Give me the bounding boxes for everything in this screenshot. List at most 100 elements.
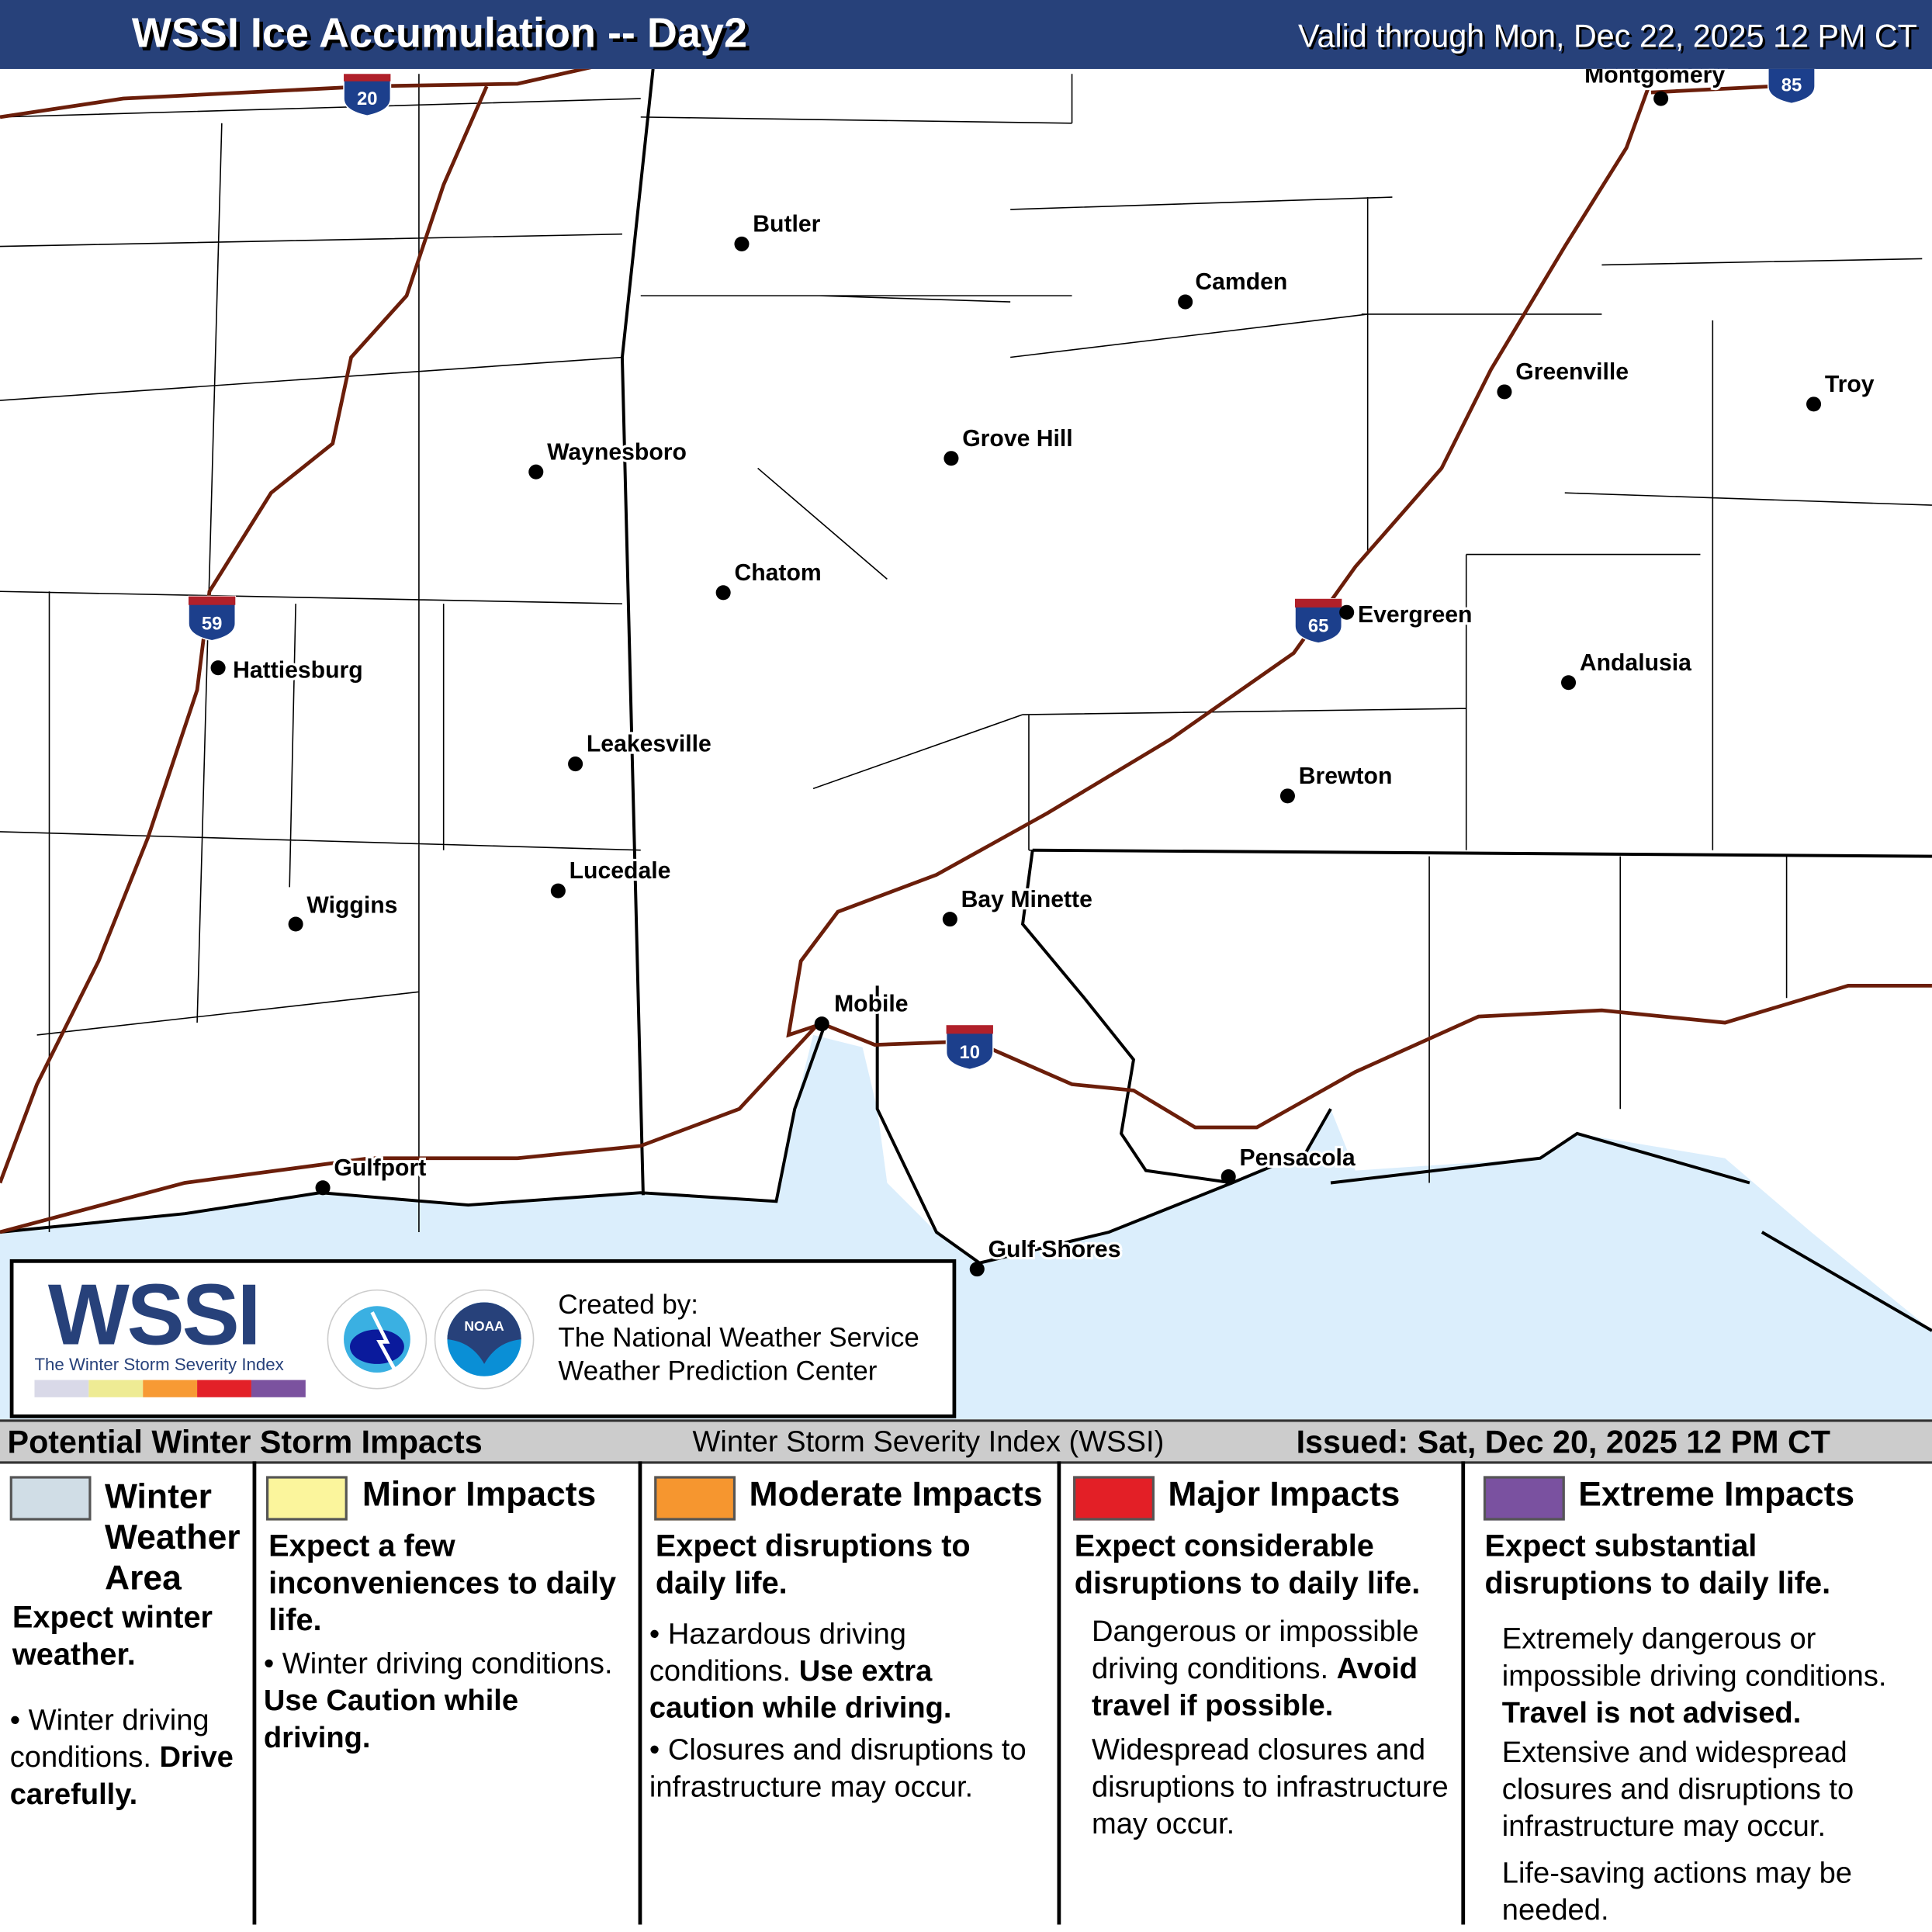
city-wiggins: Wiggins — [288, 891, 400, 932]
index-name: Winter Storm Severity Index (WSSI) — [692, 1425, 1165, 1459]
svg-text:20: 20 — [357, 88, 378, 109]
legend-minor-impacts: Minor Impacts Expect a few inconvenience… — [256, 1461, 642, 1925]
svg-text:Gulf Shores: Gulf Shores — [989, 1237, 1121, 1262]
svg-text:Montgomery: Montgomery — [1584, 69, 1725, 88]
svg-text:Evergreen: Evergreen — [1358, 602, 1473, 628]
valid-time: Valid through Mon, Dec 22, 2025 12 PM CT — [1298, 17, 1917, 54]
city-chatom: Chatom — [715, 558, 824, 601]
logo-panel: WSSI The Winter Storm Severity Index NOA… — [9, 1259, 957, 1418]
i59 — [0, 85, 489, 1184]
svg-text:Greenville: Greenville — [1515, 359, 1629, 385]
wssi-logo: WSSI — [47, 1266, 261, 1363]
svg-text:Brewton: Brewton — [1299, 763, 1393, 789]
city-grove-hill: Grove Hill — [943, 424, 1075, 466]
city-lucedale: Lucedale — [550, 856, 673, 898]
legend-text: Extensive and widespread closures and di… — [1501, 1736, 1854, 1844]
legend-heading: Expect considerable disruptions to daily… — [1074, 1529, 1421, 1601]
i85 — [1650, 84, 1774, 95]
city-bay-minette: Bay Minette — [942, 885, 1095, 927]
svg-text:Wiggins: Wiggins — [306, 893, 397, 919]
legend-bullet: • Closures and disruptions to infrastruc… — [649, 1733, 1027, 1804]
credits: Created by: The National Weather Service… — [558, 1287, 919, 1387]
legend-bullet: • Winter driving conditions. Use Caution… — [263, 1647, 613, 1755]
legend-label: Major Impacts — [1168, 1474, 1401, 1514]
legend-heading: Expect disruptions to daily life. — [655, 1529, 971, 1601]
interstate-shields: 20 85 59 65 10 — [188, 68, 1816, 1071]
city-mobile: Mobile — [814, 989, 911, 1032]
city-gulf-shores: Gulf Shores — [969, 1234, 1124, 1277]
swatch — [9, 1476, 92, 1521]
legend-title: Potential Winter Storm Impacts — [7, 1423, 483, 1460]
city-andalusia: Andalusia — [1560, 648, 1694, 691]
legend-label: Moderate Impacts — [749, 1474, 1043, 1514]
legend-bullet: • Hazardous driving conditions. Use extr… — [649, 1618, 952, 1726]
svg-text:Bay Minette: Bay Minette — [961, 887, 1092, 912]
legend-winter-weather-area: Winter Weather Area Expect winter weathe… — [0, 1461, 257, 1925]
legend-heading: Expect a few inconveniences to daily lif… — [268, 1529, 617, 1638]
org-nws: The National Weather Service — [558, 1321, 919, 1353]
svg-text:59: 59 — [202, 613, 223, 634]
legend-text: Extremely dangerous or impossible drivin… — [1501, 1622, 1887, 1730]
legend-text: Life-saving actions may be needed. — [1501, 1857, 1853, 1927]
swatch — [1483, 1476, 1565, 1521]
city-greenville: Greenville — [1497, 357, 1631, 400]
legend-heading: Expect winter weather. — [12, 1600, 213, 1672]
city-evergreen: Evergreen — [1339, 600, 1475, 630]
legend-label: Winter Weather Area — [104, 1477, 241, 1598]
svg-text:Leakesville: Leakesville — [587, 732, 712, 757]
created-by-label: Created by: — [558, 1289, 698, 1320]
legend-extreme-impacts: Extreme Impacts Expect substantial disru… — [1465, 1461, 1932, 1927]
legend-moderate-impacts: Moderate Impacts Expect disruptions to d… — [642, 1461, 1061, 1925]
legend-title-bar: Potential Winter Storm Impacts Winter St… — [0, 1419, 1932, 1464]
city-gulfport: Gulfport — [315, 1153, 428, 1196]
i65 — [786, 79, 1653, 1038]
i10 — [0, 984, 1932, 1234]
city-pensacola: Pensacola — [1220, 1143, 1358, 1185]
i85-shield: 85 — [1767, 68, 1816, 105]
svg-text:NOAA: NOAA — [464, 1318, 504, 1334]
swatch — [654, 1476, 736, 1521]
i10-shield: 10 — [945, 1024, 994, 1071]
legend-text: Dangerous or impossible driving conditio… — [1091, 1615, 1419, 1723]
svg-text:Mobile: Mobile — [834, 992, 909, 1017]
svg-text:Lucedale: Lucedale — [570, 858, 671, 884]
svg-text:Butler: Butler — [753, 212, 820, 237]
i59-shield: 59 — [188, 595, 237, 642]
city-butler: Butler — [734, 209, 823, 251]
org-wpc: Weather Prediction Center — [558, 1355, 878, 1387]
city-montgomery: Montgomery — [1582, 69, 1728, 106]
state-borders — [0, 68, 1932, 1332]
wssi-color-bar — [34, 1380, 306, 1397]
i20 — [0, 68, 592, 119]
cities: Butler Camden Greenville Troy Grove Hill… — [210, 69, 1877, 1277]
swatch — [266, 1476, 348, 1521]
map-title: WSSI Ice Accumulation -- Day2 — [131, 9, 747, 57]
impact-legend: Winter Weather Area Expect winter weathe… — [0, 1461, 1932, 1932]
city-waynesboro: Waynesboro — [528, 437, 689, 480]
legend-major-impacts: Major Impacts Expect considerable disrup… — [1061, 1461, 1466, 1925]
swatch — [1073, 1476, 1155, 1521]
svg-text:Grove Hill: Grove Hill — [962, 426, 1072, 452]
nws-logo-icon — [327, 1289, 428, 1390]
svg-text:85: 85 — [1781, 75, 1802, 96]
svg-text:Pensacola: Pensacola — [1240, 1145, 1356, 1171]
noaa-logo-icon: NOAA — [434, 1289, 535, 1390]
svg-text:Hattiesburg: Hattiesburg — [233, 657, 363, 683]
legend-label: Minor Impacts — [362, 1474, 597, 1514]
i20-shield: 20 — [343, 73, 392, 117]
legend-label: Extreme Impacts — [1578, 1474, 1855, 1514]
svg-text:65: 65 — [1308, 616, 1329, 637]
issued-time: Issued: Sat, Dec 20, 2025 12 PM CT — [1296, 1423, 1831, 1460]
city-leakesville: Leakesville — [568, 729, 714, 772]
header-bar: WSSI Ice Accumulation -- Day2 Valid thro… — [0, 0, 1932, 69]
city-hattiesburg: Hattiesburg — [210, 655, 365, 686]
svg-text:Camden: Camden — [1195, 269, 1287, 295]
map: 20 85 59 65 10 Butler Camden Greenville … — [0, 68, 1932, 1420]
i65-shield: 65 — [1294, 597, 1343, 644]
svg-text:10: 10 — [960, 1042, 980, 1063]
legend-heading: Expect substantial disruptions to daily … — [1484, 1529, 1831, 1601]
city-camden: Camden — [1178, 267, 1290, 310]
svg-text:Waynesboro: Waynesboro — [547, 439, 687, 465]
svg-text:Troy: Troy — [1825, 372, 1875, 397]
svg-text:Chatom: Chatom — [734, 560, 821, 586]
